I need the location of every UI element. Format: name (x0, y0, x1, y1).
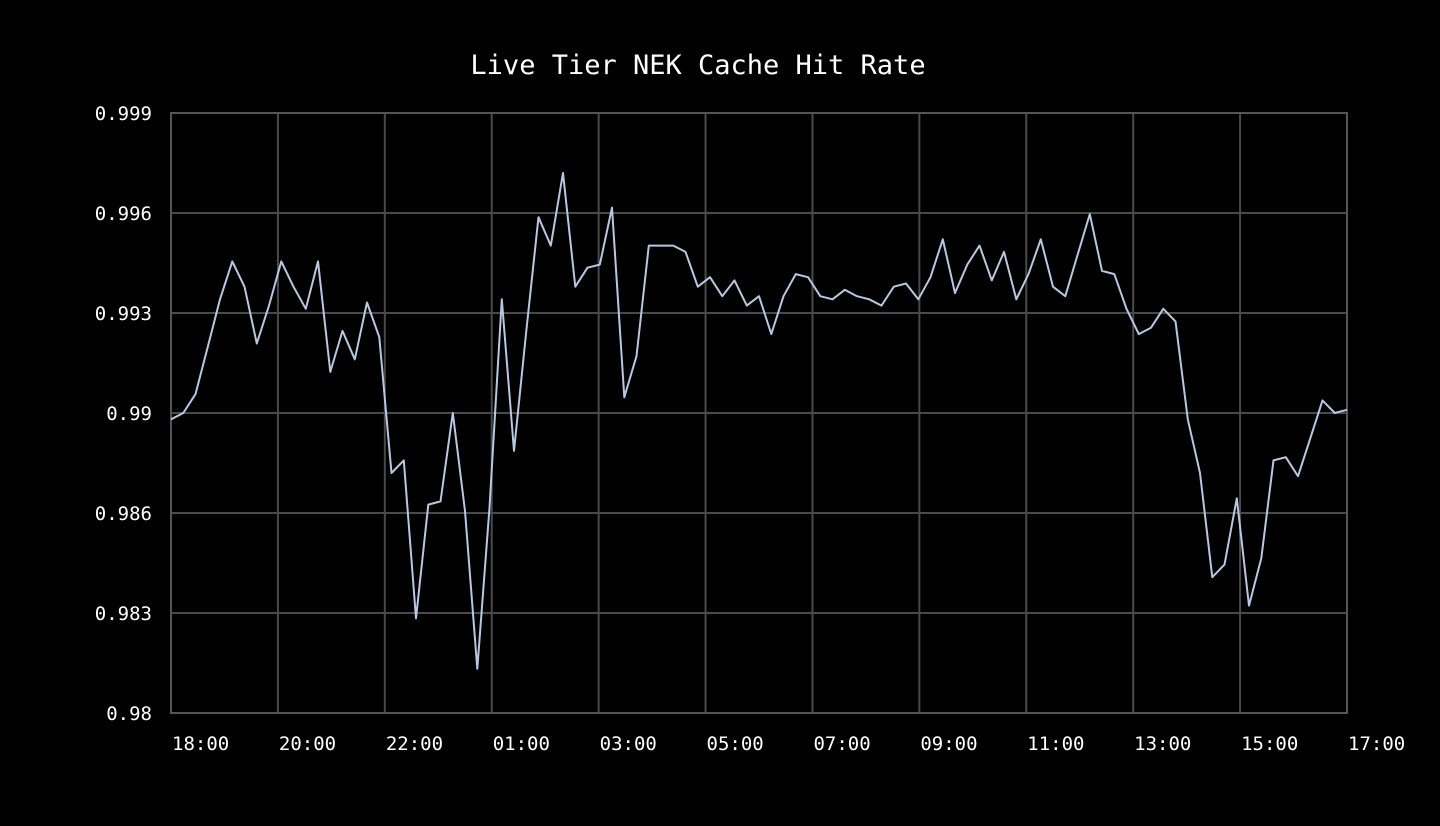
x-tick-label: 07:00 (813, 733, 870, 755)
series-layer (170, 172, 1348, 670)
x-tick-label: 15:00 (1241, 733, 1298, 755)
x-tick-label: 17:00 (1348, 733, 1405, 755)
x-tick-label: 05:00 (707, 733, 764, 755)
y-tick-label: 0.996 (95, 203, 152, 225)
x-tick-label: 20:00 (279, 733, 336, 755)
y-tick-label: 0.99 (106, 403, 152, 425)
x-tick-label: 09:00 (920, 733, 977, 755)
series-line (170, 172, 1348, 670)
y-tick-label: 0.98 (106, 703, 152, 725)
y-tick-label: 0.993 (95, 303, 152, 325)
x-tick-label: 18:00 (172, 733, 229, 755)
x-tick-label: 22:00 (386, 733, 443, 755)
plot-frame (170, 112, 1348, 714)
x-tick-label: 11:00 (1027, 733, 1084, 755)
chart-title: Live Tier NEK Cache Hit Rate (470, 50, 925, 81)
axes: 0.999 0.996 0.993 0.99 0.986 0.983 0.98 18:00 20… (95, 103, 1405, 755)
y-tick-label: 0.999 (95, 103, 152, 125)
grid (170, 112, 1348, 714)
y-tick-label: 0.983 (95, 603, 152, 625)
x-tick-label: 03:00 (600, 733, 657, 755)
x-tick-label: 13:00 (1134, 733, 1191, 755)
x-tick-label: 01:00 (493, 733, 550, 755)
y-tick-label: 0.986 (95, 503, 152, 525)
